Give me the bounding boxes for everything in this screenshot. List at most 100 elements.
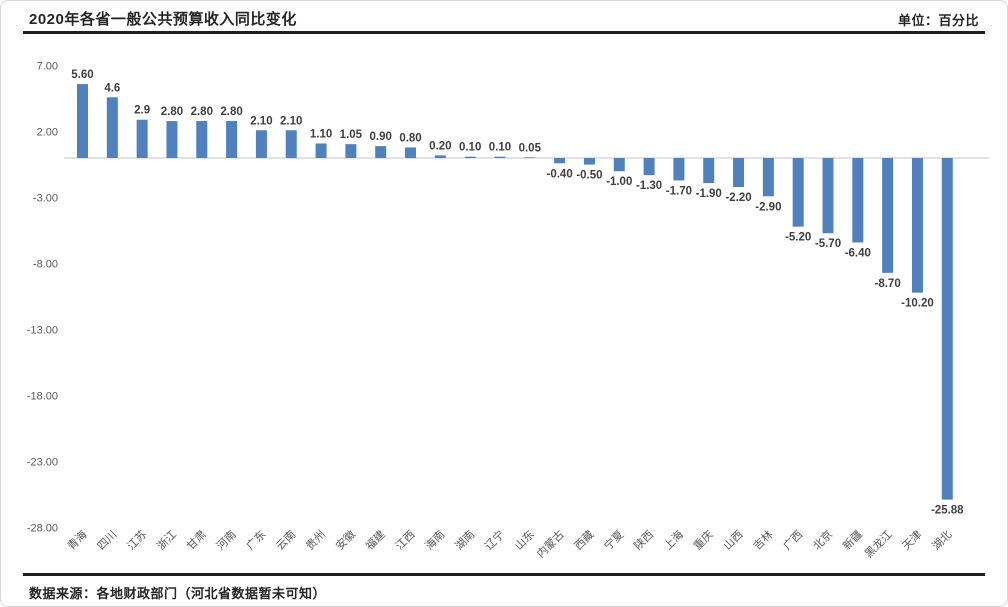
category-label: 山东 [512,528,537,553]
bar [911,158,923,293]
bar-value-label: -8.70 [875,278,901,290]
category-label: 辽宁 [482,527,507,552]
y-axis-tick-label: -18.00 [27,391,58,403]
bar [136,119,148,158]
category-label: 西藏 [572,528,597,553]
bar [762,158,774,197]
bar-value-label: -1.00 [606,176,632,188]
category-label: 重庆 [690,527,715,552]
y-axis-tick-label: 7.00 [37,61,58,73]
bar [494,156,506,158]
category-label: 山西 [721,528,746,553]
bar [345,144,357,158]
bar-value-label: -25.88 [931,505,964,517]
category-label: 安徽 [333,527,358,552]
bar-value-label: -5.70 [815,238,841,250]
category-label: 青海 [64,527,89,552]
category-label: 广东 [244,528,269,553]
category-label: 新疆 [839,527,864,552]
category-label: 江西 [393,528,418,553]
chart-footer: 数据来源：各地财政部门（河北省数据暂未可知） [23,573,985,606]
bar-value-label: 0.20 [429,140,451,152]
bar-value-label: -1.90 [696,188,722,200]
bar-value-label: 2.10 [250,115,272,127]
chart-title: 2020年各省一般公共预算收入同比变化 [29,11,297,28]
bar-value-label: 1.05 [340,129,363,141]
bar-value-label: 4.6 [104,82,120,94]
bar [703,158,715,184]
bar [524,157,536,158]
category-label: 湖南 [453,528,478,553]
bar [196,121,208,158]
y-axis-tick-label: -8.00 [33,259,58,271]
y-axis-tick-label: 2.00 [37,127,58,139]
bar [733,158,745,188]
bar [792,158,804,227]
chart-header: 2020年各省一般公共预算收入同比变化 单位：百分比 [23,1,985,34]
bar-value-label: 2.80 [161,106,183,118]
bar-value-label: 2.9 [134,105,150,117]
category-label: 黑龙江 [862,528,895,561]
category-label: 天津 [900,528,925,553]
y-axis-tick-label: -3.00 [33,193,58,205]
bar-value-label: -0.50 [576,170,602,182]
bar [822,158,834,234]
bar-value-label: 0.80 [399,132,421,144]
bar-value-label: 1.10 [310,128,332,140]
unit-label: 单位：百分比 [897,13,979,28]
category-label: 福建 [362,527,387,552]
category-label: 北京 [810,527,835,552]
category-label: 甘肃 [184,528,209,553]
category-label: 广西 [781,528,806,553]
bar-value-label: 0.90 [370,131,392,143]
category-label: 陕西 [631,527,656,552]
category-label: 云南 [274,528,299,553]
bar-value-label: -5.20 [785,232,811,244]
bar [554,158,566,164]
y-axis-tick-label: -13.00 [27,325,58,337]
bar [852,158,864,243]
bar-value-label: 2.10 [280,115,302,127]
bar-value-label: -10.20 [901,298,934,310]
bar [673,158,685,181]
y-axis-tick-label: -23.00 [27,457,58,469]
bar [613,158,625,172]
bar-value-label: -1.30 [636,180,662,192]
bar [166,121,178,158]
bar-value-label: 2.80 [220,106,242,118]
category-label: 海南 [422,527,447,552]
bar-value-label: 2.80 [191,106,213,118]
bar [77,84,88,158]
bar [375,146,387,158]
category-label: 江苏 [125,528,150,553]
bar-value-label: -6.40 [845,247,871,259]
bar-value-label: 0.10 [459,142,481,154]
bar [583,158,595,165]
bar [434,155,446,158]
bar-chart: 7.00 2.00 -3.00 -8.00 -13.00 -18.00 -23.00 -28.… [27,61,989,561]
category-label: 河南 [214,528,239,553]
category-label: 宁夏 [601,527,626,552]
bar-value-label: 0.05 [519,142,542,154]
y-axis-tick-label: -28.00 [27,523,58,535]
bar-value-label: 5.60 [71,69,93,81]
bar [315,143,327,158]
bar-value-label: 0.10 [489,142,511,154]
bar [255,130,267,158]
bar [464,156,476,158]
bar [405,147,417,158]
category-label: 上海 [661,527,686,552]
bar [285,130,297,158]
category-label: 四川 [95,529,119,553]
bar-value-label: -2.90 [755,201,781,213]
category-label: 浙江 [154,528,179,553]
data-source-note: 数据来源：各地财政部门（河北省数据暂未可知） [29,586,327,601]
bar-value-label: -2.20 [725,192,751,204]
bar [643,158,655,176]
bar [106,97,118,158]
category-label: 吉林 [750,527,775,552]
category-label: 湖北 [930,528,955,553]
bar [941,158,953,500]
category-label: 内蒙古 [534,527,567,560]
